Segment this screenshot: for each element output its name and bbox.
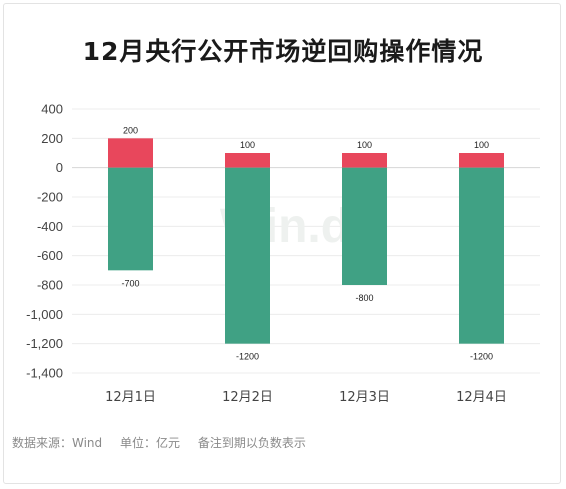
y-tick-label: 400 (41, 102, 63, 117)
x-tick-label: 12月3日 (339, 390, 390, 405)
bar-negative (342, 167, 387, 285)
bar-negative (225, 167, 270, 344)
x-axis-ticks: 12月1日 12月2日 12月3日 12月4日 (105, 390, 507, 405)
data-label: 200 (123, 125, 138, 135)
y-tick-label: -1,200 (26, 336, 63, 351)
chart-title: 12月央行公开市场逆回购操作情况 (82, 37, 484, 66)
bar-positive (225, 153, 270, 168)
x-tick-label: 12月1日 (105, 390, 156, 405)
data-label: 100 (240, 140, 255, 150)
bar-negative (108, 167, 153, 271)
y-tick-label: -1,400 (26, 366, 63, 381)
data-label: -1200 (236, 352, 259, 362)
data-label: 100 (357, 140, 372, 150)
bar-positive (108, 138, 153, 168)
source-note: 数据来源：Wind (12, 436, 103, 450)
chart-footer: 数据来源：Wind 单位：亿元 备注到期以负数表示 (12, 434, 320, 451)
bars (108, 138, 504, 344)
y-tick-label: -200 (37, 190, 63, 205)
y-tick-label: 0 (56, 160, 63, 175)
y-tick-label: -800 (37, 278, 63, 293)
remark-note: 备注到期以负数表示 (197, 436, 306, 450)
unit-note: 单位：亿元 (120, 436, 181, 450)
data-label: -700 (121, 278, 139, 288)
bar-positive (342, 153, 387, 168)
bar-negative (459, 167, 504, 344)
bar-positive (459, 153, 504, 168)
data-labels: 200 -700 100 -1200 100 -800 100 -1200 (121, 125, 493, 361)
x-tick-label: 12月4日 (456, 390, 507, 405)
data-label: -1200 (470, 352, 493, 362)
y-tick-label: -600 (37, 248, 63, 263)
y-tick-label: -400 (37, 219, 63, 234)
y-axis-ticks: 400 200 0 -200 -400 -600 -800 -1,000 -1,200 -1,40… (26, 102, 63, 381)
y-tick-label: -1,000 (26, 307, 63, 322)
y-tick-label: 200 (41, 131, 63, 146)
data-label: -800 (355, 293, 373, 303)
x-tick-label: 12月2日 (222, 390, 273, 405)
data-label: 100 (474, 140, 489, 150)
